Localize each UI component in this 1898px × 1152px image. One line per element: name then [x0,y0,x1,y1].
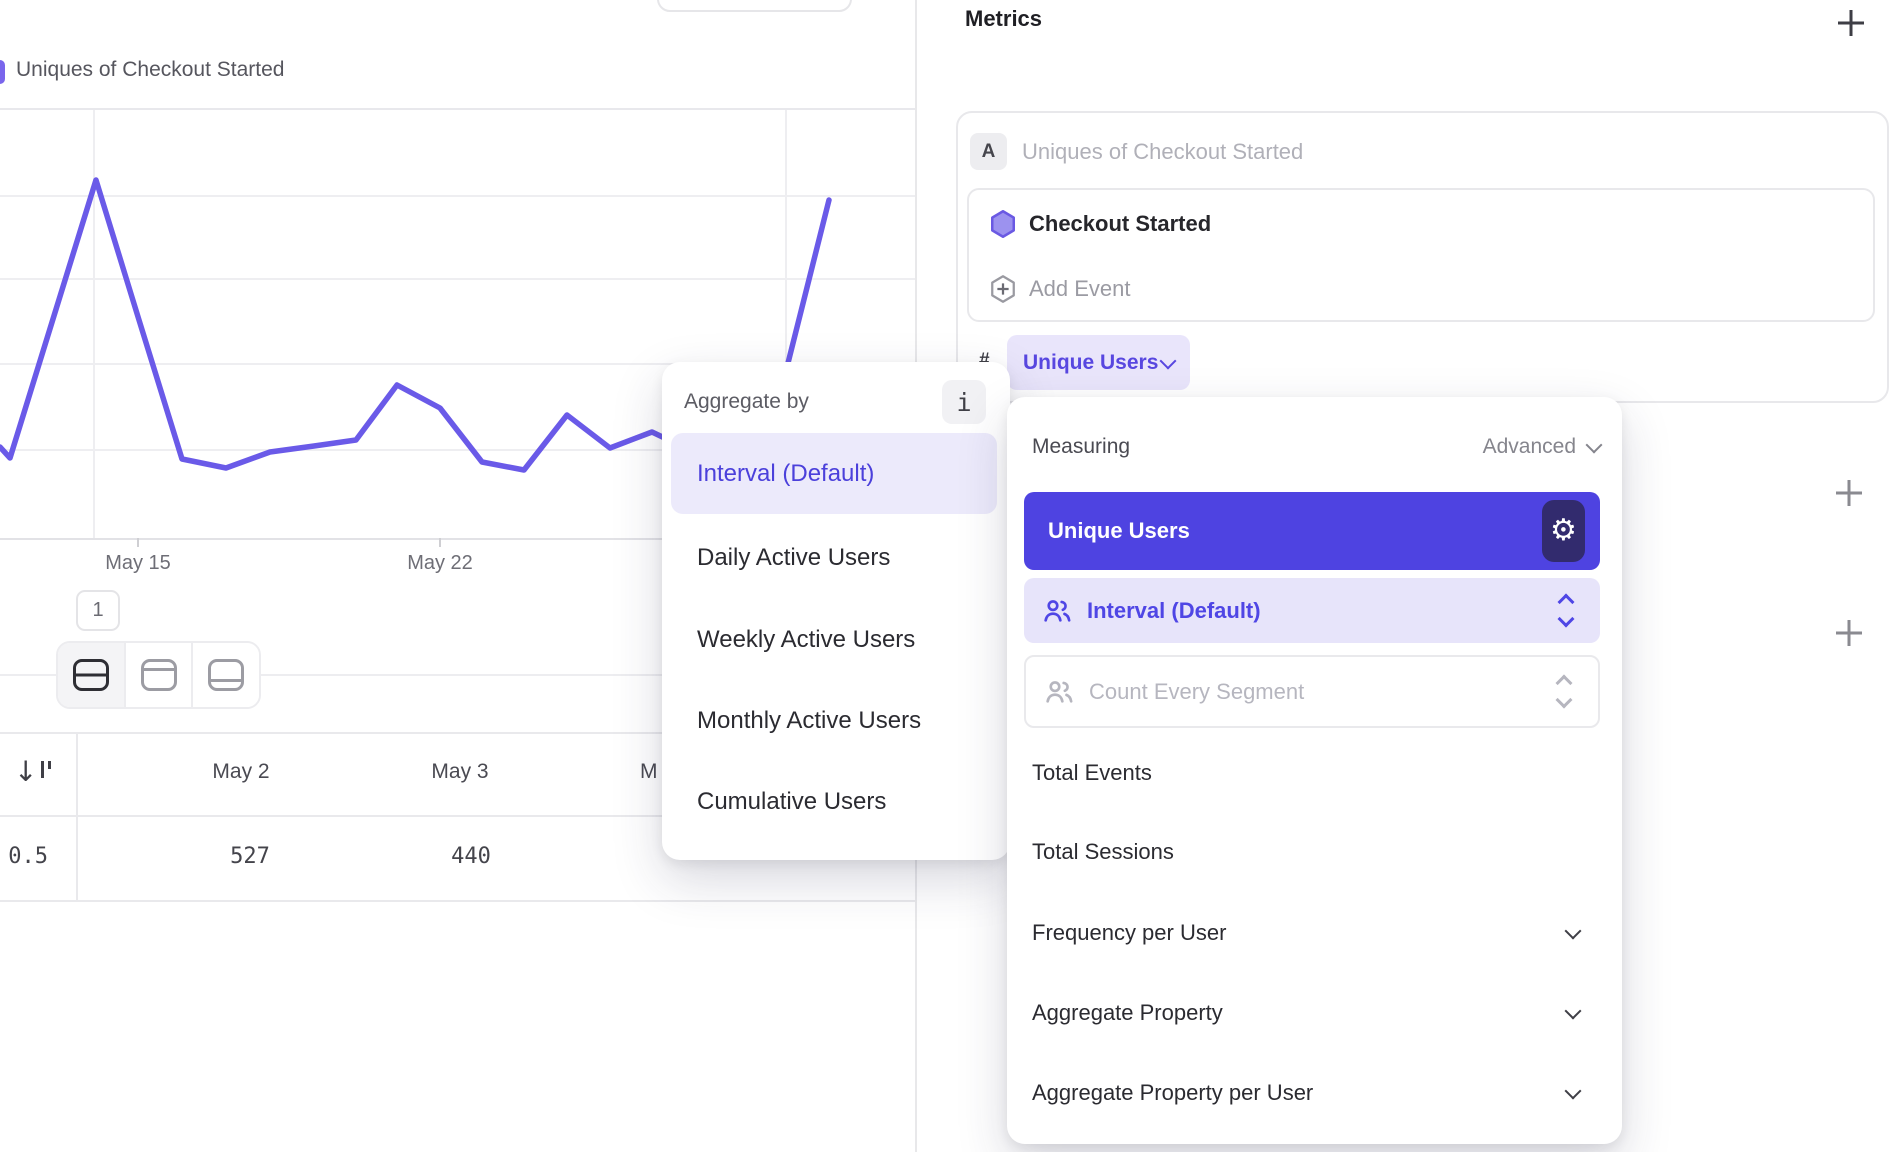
gridline-vertical [93,110,95,538]
x-axis-tick [439,538,441,547]
date-range-pill-partial[interactable] [657,0,852,12]
table-top-border [0,732,915,734]
measuring-mode-toggle[interactable]: Advanced [1482,435,1603,459]
measuring-segment-selector-disabled[interactable]: Count Every Segment [1024,655,1600,728]
aggregate-option-label: Interval (Default) [697,459,875,487]
event-hexagon-icon [991,209,1016,239]
measuring-option-aggregate-property-per-user[interactable]: Aggregate Property per User [1032,1071,1597,1115]
aggregate-by-menu: Aggregate by i Interval (Default) Daily … [662,362,1010,860]
layout-toggle-table-only[interactable] [193,643,259,707]
gear-icon: ⚙ [1550,513,1577,548]
aggregate-option-interval-selected[interactable]: Interval (Default) [671,433,997,514]
measurement-dropdown-label: Unique Users [1023,350,1159,374]
add-filter-icon[interactable] [1836,480,1862,506]
measuring-title: Measuring [1032,435,1131,458]
stepper-icon [1555,674,1573,709]
table-bottom-border [0,900,915,902]
chart-only-icon [140,659,177,691]
users-icon [1044,599,1071,622]
chevron-down-icon [1564,922,1582,940]
event-card [967,188,1875,322]
table-cell-may3: 440 [451,844,491,869]
info-icon[interactable]: i [942,380,986,424]
table-header-may3[interactable]: May 3 [431,760,489,783]
measuring-option-total-sessions[interactable]: Total Sessions [1032,839,1174,864]
interval-selector-label: Interval (Default) [1087,597,1261,623]
table-cell-may2: 527 [230,844,270,869]
layout-toggle-group [56,641,261,709]
aggregate-by-title: Aggregate by [684,390,809,413]
gridline-horizontal [0,195,915,197]
table-header-may2[interactable]: May 2 [212,760,270,783]
measuring-mode-label: Advanced [1482,435,1576,458]
table-header-partial[interactable]: M [640,760,658,783]
aggregate-option-cumulative[interactable]: Cumulative Users [697,788,887,815]
measuring-menu: Measuring Advanced Unique Users ⚙ Interv… [1007,397,1622,1144]
x-axis-label: May 15 [105,552,171,574]
chart-table-divider [0,674,915,676]
metric-name-input[interactable]: Uniques of Checkout Started [1022,139,1304,164]
measuring-option-frequency-per-user[interactable]: Frequency per User [1032,911,1597,955]
metrics-section-title: Metrics [965,6,1043,31]
users-icon [1046,680,1073,703]
measuring-option-unique-users-selected[interactable]: Unique Users ⚙ [1024,492,1600,570]
add-breakdown-icon[interactable] [1836,620,1862,646]
x-axis-tick [137,538,139,547]
add-event-label[interactable]: Add Event [1029,276,1131,301]
split-view-icon [72,659,109,691]
chevron-down-icon [1564,1082,1582,1100]
measurement-dropdown-button[interactable]: Unique Users [1007,335,1190,390]
table-column-border [76,732,78,900]
metric-letter-badge: A [970,133,1007,170]
table-header-divider [0,815,915,817]
add-metric-icon[interactable] [1838,10,1864,36]
layout-toggle-chart-only[interactable] [125,643,194,707]
aggregate-option-daily[interactable]: Daily Active Users [697,544,891,571]
stepper-icon [1557,593,1575,628]
table-row-label-partial: 0.5 [8,844,48,869]
series-legend-label: Uniques of Checkout Started [16,58,285,81]
add-event-icon[interactable] [988,274,1018,304]
measuring-interval-selector[interactable]: Interval (Default) [1024,578,1600,643]
measurement-hash-symbol: # [979,350,990,371]
layout-toggle-split[interactable] [58,643,126,707]
table-only-icon [208,659,245,691]
event-name[interactable]: Checkout Started [1029,211,1212,236]
x-axis-label: May 22 [407,552,473,574]
measuring-option-aggregate-property[interactable]: Aggregate Property [1032,991,1597,1035]
measuring-option-total-events[interactable]: Total Events [1032,760,1152,785]
series-count-badge[interactable]: 1 [76,590,120,631]
gridline-horizontal [0,278,915,280]
series-legend-swatch [0,60,5,84]
segment-selector-label: Count Every Segment [1089,678,1305,704]
aggregate-option-weekly[interactable]: Weekly Active Users [697,626,916,653]
measuring-settings-button[interactable]: ⚙ [1542,500,1585,562]
chevron-down-icon [1585,436,1603,454]
aggregate-option-monthly[interactable]: Monthly Active Users [697,707,922,734]
chevron-down-icon [1159,352,1177,369]
measuring-selected-label: Unique Users [1048,518,1190,543]
sort-descending-icon[interactable]: ↓ [14,758,52,786]
chevron-down-icon [1564,1002,1582,1020]
